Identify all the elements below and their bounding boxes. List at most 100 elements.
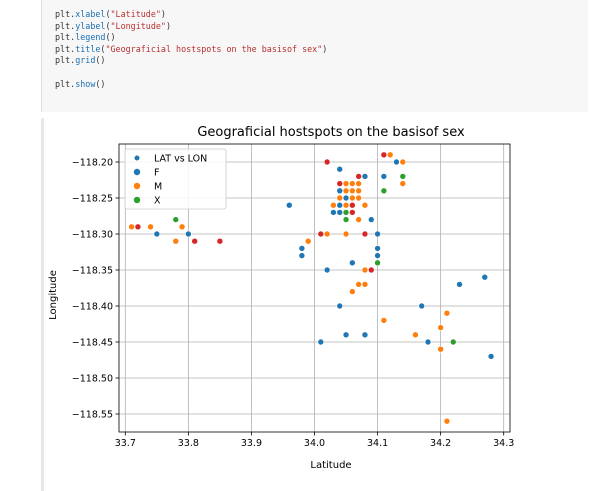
code-paren: (	[105, 20, 111, 31]
data-point	[147, 223, 154, 231]
data-point	[399, 180, 407, 187]
data-point	[374, 252, 381, 259]
data-point	[355, 187, 362, 195]
legend-label: F	[154, 168, 159, 179]
x-tick-label: 34.0	[304, 438, 325, 449]
data-point	[355, 194, 362, 202]
y-tick-label: −118.35	[72, 266, 113, 277]
code-line: plt.show()	[55, 79, 588, 91]
code-paren: )	[322, 43, 328, 54]
x-tick-label: 33.9	[241, 438, 262, 449]
code-paren: (	[95, 78, 101, 89]
code-function: title	[75, 43, 101, 54]
data-point	[380, 173, 388, 180]
data-point	[386, 151, 394, 159]
data-point	[336, 194, 344, 202]
y-tick-label: −118.20	[72, 158, 113, 169]
y-axis-label: Longitude	[48, 270, 59, 320]
code-object: plt	[55, 55, 71, 66]
x-axis-label: Latitude	[310, 460, 351, 471]
code-dot: .	[70, 78, 76, 89]
data-point	[342, 201, 350, 209]
data-points	[128, 151, 495, 425]
data-point	[481, 273, 489, 281]
data-point	[342, 230, 350, 238]
data-point	[355, 180, 362, 187]
code-dot: .	[70, 55, 76, 66]
code-cell[interactable]: plt.xlabel("Latitude") plt.ylabel("Longit…	[41, 0, 588, 112]
data-point	[437, 345, 444, 353]
data-point	[128, 223, 135, 231]
data-point	[443, 417, 451, 425]
x-tick-label: 34.1	[367, 438, 388, 449]
data-point	[342, 216, 350, 223]
code-object: plt	[55, 9, 71, 19]
data-point	[456, 281, 463, 288]
data-point	[330, 201, 337, 209]
data-point	[393, 158, 400, 166]
data-point	[336, 165, 344, 173]
data-point	[361, 173, 369, 180]
code-function: grid	[75, 55, 96, 66]
legend-box	[124, 148, 227, 210]
x-tick-label: 33.7	[115, 438, 136, 449]
code-object: plt	[55, 43, 71, 54]
data-point	[336, 180, 344, 187]
data-point	[172, 216, 180, 223]
code-dot: .	[70, 43, 76, 54]
data-point	[349, 288, 356, 295]
legend-label: X	[154, 196, 161, 207]
legend-label: LAT vs LON	[154, 154, 207, 165]
y-tick-label: −118.45	[72, 338, 113, 349]
data-point	[399, 173, 407, 180]
y-tick-label: −118.40	[72, 302, 113, 313]
code-paren: (	[105, 32, 111, 43]
legend-marker	[134, 155, 140, 161]
data-point	[361, 230, 369, 238]
data-point	[374, 230, 381, 238]
data-point	[437, 324, 444, 331]
code-paren: )	[165, 20, 172, 31]
code-editor[interactable]: plt.xlabel("Latitude") plt.ylabel("Longit…	[42, 0, 588, 90]
y-tick-label: −118.30	[72, 230, 113, 241]
code-paren: )	[110, 32, 116, 43]
data-point	[367, 266, 375, 274]
data-point	[355, 216, 362, 223]
data-point	[349, 209, 356, 216]
code-line: plt.grid()	[55, 55, 588, 67]
code-paren: )	[100, 78, 106, 89]
data-point	[349, 259, 356, 267]
data-point	[349, 180, 356, 187]
code-line: plt.title("Geograficial hostspots on the…	[55, 44, 588, 56]
data-point	[191, 237, 198, 245]
data-point	[330, 209, 337, 216]
data-point	[487, 353, 495, 360]
data-point	[424, 338, 432, 346]
data-point	[349, 201, 356, 209]
code-paren: )	[100, 55, 106, 66]
code-line: plt.xlabel("Latitude")	[55, 9, 588, 21]
code-argument: "Latitude"	[110, 9, 161, 19]
data-point	[380, 151, 388, 159]
data-point	[380, 317, 388, 324]
data-point	[361, 331, 369, 339]
data-point	[216, 237, 224, 245]
legend-marker	[133, 182, 141, 190]
code-function: legend	[75, 32, 106, 43]
data-point	[342, 180, 350, 187]
code-object: plt	[55, 78, 71, 89]
y-tick-label: −118.50	[72, 374, 113, 385]
code-line: plt.legend()	[55, 32, 588, 44]
data-point	[317, 338, 325, 346]
chart-title: Geograficial hostspots on the basisof se…	[197, 125, 465, 140]
axis-ticks: 33.7 33.8 33.9 34.0 34.1 34.2 34.3 −118.20 −118.…	[72, 158, 514, 450]
code-object: plt	[55, 20, 71, 31]
code-paren: (	[105, 9, 111, 19]
data-point	[355, 281, 362, 288]
scatter-chart: Geograficial hostspots on the basisof se…	[48, 125, 514, 471]
data-point	[336, 187, 344, 195]
data-point	[355, 173, 362, 180]
data-point	[342, 187, 350, 195]
data-point	[285, 201, 293, 209]
code-paren: )	[160, 9, 166, 19]
